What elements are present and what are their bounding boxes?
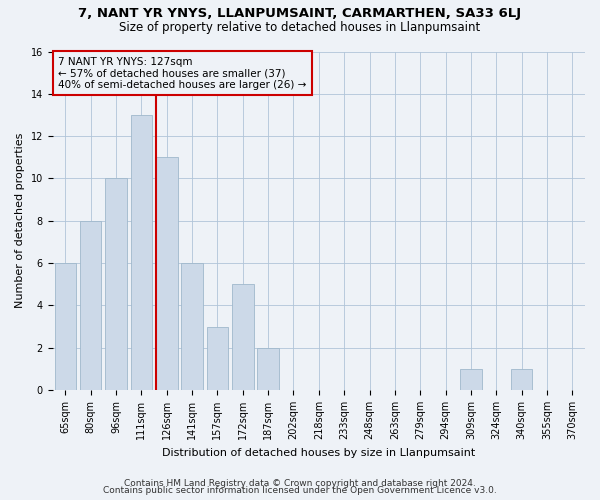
Text: Contains public sector information licensed under the Open Government Licence v3: Contains public sector information licen… [103,486,497,495]
Bar [181,263,203,390]
Bar [232,284,254,390]
Bar [511,369,532,390]
X-axis label: Distribution of detached houses by size in Llanpumsaint: Distribution of detached houses by size … [162,448,475,458]
Text: Contains HM Land Registry data © Crown copyright and database right 2024.: Contains HM Land Registry data © Crown c… [124,478,476,488]
Text: 7 NANT YR YNYS: 127sqm
← 57% of detached houses are smaller (37)
40% of semi-det: 7 NANT YR YNYS: 127sqm ← 57% of detached… [58,56,307,90]
Bar [460,369,482,390]
Bar [131,115,152,390]
Bar [257,348,279,390]
Text: Size of property relative to detached houses in Llanpumsaint: Size of property relative to detached ho… [119,22,481,35]
Bar [80,221,101,390]
Bar [156,158,178,390]
Bar [55,263,76,390]
Text: 7, NANT YR YNYS, LLANPUMSAINT, CARMARTHEN, SA33 6LJ: 7, NANT YR YNYS, LLANPUMSAINT, CARMARTHE… [79,8,521,20]
Bar [105,178,127,390]
Y-axis label: Number of detached properties: Number of detached properties [15,133,25,308]
Bar [206,326,228,390]
